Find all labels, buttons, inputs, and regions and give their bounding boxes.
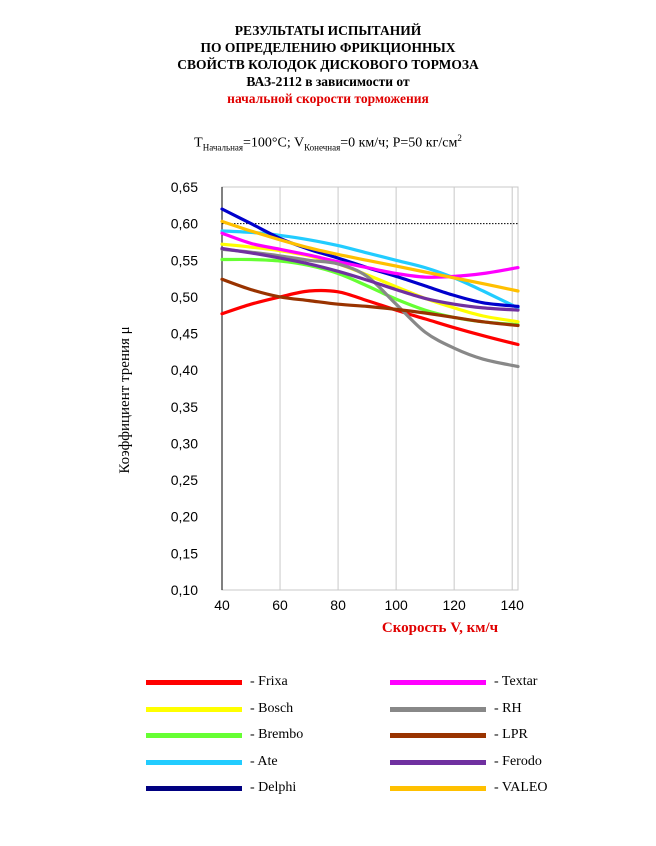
series-line-textar bbox=[220, 231, 520, 279]
legend-swatch bbox=[390, 759, 486, 765]
x-tick-label: 140 bbox=[501, 597, 525, 613]
axes bbox=[221, 186, 519, 591]
legend-label: - Ferodo bbox=[494, 753, 542, 769]
legend-swatch bbox=[146, 733, 242, 738]
legend-label: - LPR bbox=[494, 727, 528, 742]
series-line-ferodo bbox=[220, 246, 520, 312]
y-tick-label: 0,10 bbox=[171, 582, 198, 598]
x-tick-label: 40 bbox=[214, 597, 230, 613]
legend-swatch bbox=[390, 733, 486, 738]
cond-t-symbol: T bbox=[194, 135, 203, 151]
y-tick-label: 0,40 bbox=[171, 362, 198, 378]
series-line-lpr bbox=[220, 277, 520, 328]
legend-label: - Brembo bbox=[250, 727, 304, 742]
y-tick-label: 0,50 bbox=[171, 289, 198, 305]
legend-swatch bbox=[146, 680, 242, 685]
legend-swatch bbox=[146, 706, 242, 712]
cond-t-sub: Начальная bbox=[202, 142, 244, 153]
y-tick-label: 0,35 bbox=[171, 399, 198, 415]
legend-swatch bbox=[146, 759, 242, 765]
y-tick-label: 0,30 bbox=[171, 435, 198, 451]
legend-label: - Delphi bbox=[250, 780, 297, 795]
x-axis-label: Скорость V, км/ч bbox=[382, 620, 499, 636]
legend-swatch bbox=[146, 786, 242, 791]
cond-v-sub: Конечная bbox=[304, 142, 341, 153]
y-tick-label: 0,55 bbox=[171, 252, 198, 268]
tick-labels: 0,10 0,15 0,20 0,25 0,30 0,35 0,40 0,45 0,50 0,55… bbox=[171, 179, 524, 613]
legend-swatch bbox=[390, 786, 486, 791]
legend-swatch bbox=[390, 706, 486, 712]
title-line-red: начальной скорости торможения bbox=[227, 91, 429, 106]
legend-label: - RH bbox=[494, 700, 522, 716]
y-tick-label: 0,65 bbox=[171, 179, 198, 195]
legend-swatch bbox=[390, 680, 486, 685]
x-tick-label: 60 bbox=[272, 597, 288, 613]
title-line-4: ВАЗ-2112 в зависимости от bbox=[246, 74, 410, 89]
legend-label: - VALEO bbox=[494, 780, 548, 795]
series-line-rh bbox=[220, 247, 520, 369]
x-tick-label: 100 bbox=[384, 597, 408, 613]
title-line-2: ПО ОПРЕДЕЛЕНИЮ ФРИКЦИОННЫХ bbox=[200, 40, 456, 55]
series-lines bbox=[220, 207, 520, 369]
legend-label: - Frixa bbox=[250, 674, 288, 689]
chart-title: РЕЗУЛЬТАТЫ ИСПЫТАНИЙ ПО ОПРЕДЕЛЕНИЮ ФРИК… bbox=[0, 22, 656, 107]
y-axis-label: Коэффициент трения μ bbox=[117, 326, 133, 473]
cond-t-value: =100°C; V bbox=[243, 135, 305, 151]
y-tick-label: 0,25 bbox=[171, 472, 198, 488]
legend-label: - Textar bbox=[494, 674, 538, 689]
x-tick-label: 120 bbox=[442, 597, 466, 613]
legend-label: - Bosch bbox=[250, 700, 294, 716]
test-conditions: TНачальная=100°C; VКонечная=0 км/ч; P=50… bbox=[0, 133, 656, 152]
legend-label: - Ate bbox=[250, 753, 278, 769]
cond-v-value: =0 км/ч; P=50 кг/см bbox=[340, 135, 458, 151]
y-tick-label: 0,45 bbox=[171, 326, 198, 342]
title-line-3: СВОЙСТВ КОЛОДОК ДИСКОВОГО ТОРМОЗА bbox=[177, 57, 479, 72]
series-line-valeo bbox=[220, 219, 520, 293]
y-tick-label: 0,20 bbox=[171, 509, 198, 525]
x-tick-label: 80 bbox=[330, 597, 346, 613]
y-tick-label: 0,60 bbox=[171, 216, 198, 232]
cond-p-sup: 2 bbox=[457, 133, 462, 143]
title-line-1: РЕЗУЛЬТАТЫ ИСПЫТАНИЙ bbox=[234, 23, 422, 38]
y-tick-label: 0,15 bbox=[171, 545, 198, 561]
series-line-frixa bbox=[220, 288, 520, 347]
